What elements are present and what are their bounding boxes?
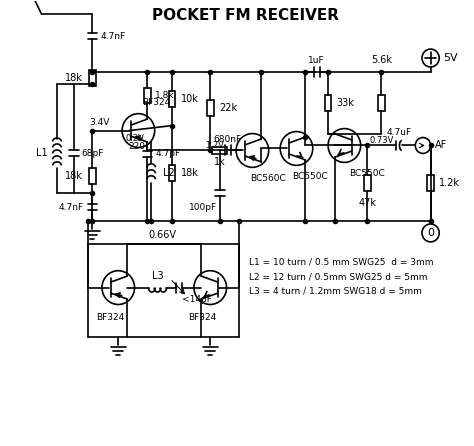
Text: 100pF: 100pF <box>189 202 217 211</box>
Text: 47k: 47k <box>358 198 376 208</box>
Text: 1.2V: 1.2V <box>205 141 224 150</box>
Text: BF324: BF324 <box>97 313 125 322</box>
Text: 4.7nF: 4.7nF <box>59 202 84 211</box>
Text: <14pF: <14pF <box>182 295 212 304</box>
Text: 1.8k: 1.8k <box>155 91 174 100</box>
Text: 33k: 33k <box>337 98 355 108</box>
Bar <box>212 147 228 154</box>
Text: 0: 0 <box>427 228 434 238</box>
Text: 68pF: 68pF <box>82 149 104 158</box>
Text: 10k: 10k <box>181 94 199 104</box>
Text: BF324: BF324 <box>189 313 217 322</box>
Bar <box>169 165 175 181</box>
Text: 0.73V: 0.73V <box>369 136 394 145</box>
Text: 1.2k: 1.2k <box>439 178 460 188</box>
Text: BC560C: BC560C <box>250 174 286 183</box>
Bar <box>427 175 434 191</box>
Text: 22k: 22k <box>219 103 237 113</box>
Bar <box>364 175 371 191</box>
Bar <box>89 70 96 86</box>
Text: L3: L3 <box>152 271 164 281</box>
Text: L1: L1 <box>36 149 47 158</box>
Text: L2: L2 <box>163 168 174 178</box>
Bar <box>144 87 151 103</box>
Text: 1k: 1k <box>214 157 226 167</box>
Bar <box>207 100 214 116</box>
Bar <box>378 95 384 111</box>
Text: 0.66V: 0.66V <box>148 230 176 240</box>
Text: BF324: BF324 <box>142 98 171 107</box>
Text: POCKET FM RECEIVER: POCKET FM RECEIVER <box>152 8 339 23</box>
Text: AF: AF <box>436 140 447 150</box>
Text: 4.7pF: 4.7pF <box>156 149 181 158</box>
Text: 5V: 5V <box>443 53 458 63</box>
Text: 4.7uF: 4.7uF <box>386 128 411 137</box>
Text: 1uF: 1uF <box>309 55 325 65</box>
Text: BC550C: BC550C <box>292 172 328 181</box>
Text: 4.7nF: 4.7nF <box>101 32 126 41</box>
Text: 680nF: 680nF <box>214 135 242 144</box>
Text: L1 = 10 turn / 0.5 mm SWG25  d = 3mm
L2 = 12 turn / 0.5mm SWG25 d = 5mm
L3 = 4 t: L1 = 10 turn / 0.5 mm SWG25 d = 3mm L2 =… <box>248 258 433 296</box>
Text: 18k: 18k <box>181 168 199 178</box>
Text: 220: 220 <box>128 141 146 151</box>
Bar <box>89 168 96 184</box>
Bar <box>325 95 331 111</box>
Text: 5.6k: 5.6k <box>371 55 392 65</box>
Text: 0.2V: 0.2V <box>126 134 145 143</box>
Text: BC550C: BC550C <box>349 169 385 178</box>
Text: 3.4V: 3.4V <box>89 118 109 127</box>
Text: 18k: 18k <box>65 73 83 83</box>
Bar <box>169 91 175 107</box>
Text: 18k: 18k <box>65 171 83 181</box>
